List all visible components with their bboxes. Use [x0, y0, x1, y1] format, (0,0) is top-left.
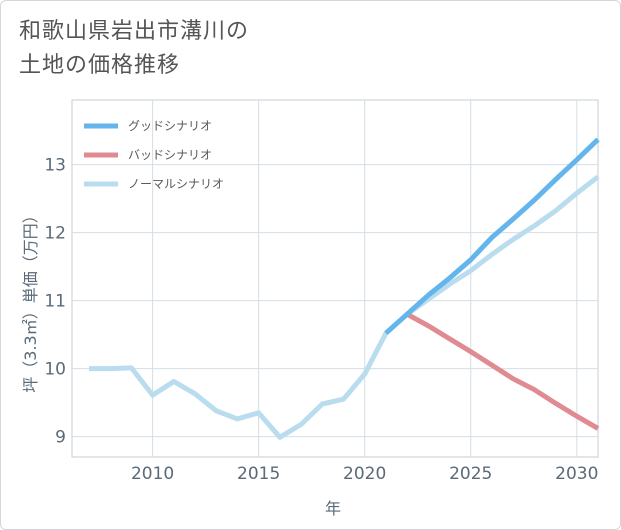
chart-title-line-2: 土地の価格推移 [19, 53, 181, 78]
x-tick-label: 2025 [449, 464, 492, 484]
plot-area [71, 99, 599, 458]
y-tick-label: 13 [44, 156, 66, 176]
series-line-2 [89, 174, 600, 440]
y-tick-label: 12 [44, 224, 66, 244]
legend-label: ノーマルシナリオ [128, 177, 224, 191]
x-tick-label: 2020 [343, 464, 386, 484]
series-line-1 [405, 312, 600, 431]
y-axis-label: 坪（3.3㎡）単価（万円） [21, 207, 40, 392]
x-tick-label: 2030 [555, 464, 598, 484]
x-tick-labels: 2010 2015 2020 2025 2030 [131, 464, 598, 484]
x-tick-label: 2010 [131, 464, 174, 484]
legend-label: バッドシナリオ [128, 148, 212, 162]
series-line-0 [384, 137, 600, 336]
y-tick-label: 10 [44, 360, 66, 380]
y-tick-label: 9 [55, 428, 66, 448]
chart-title: 和歌山県岩出市溝川の 土地の価格推移 [19, 15, 249, 83]
x-tick-label: 2015 [237, 464, 280, 484]
legend-label: グッドシナリオ [128, 119, 212, 133]
x-axis-label: 年 [325, 499, 341, 518]
y-tick-label: 11 [44, 292, 66, 312]
chart-title-line-1: 和歌山県岩出市溝川の [19, 19, 250, 44]
series-layer [89, 137, 600, 440]
grid-lines [72, 100, 598, 457]
y-tick-labels: 9 10 11 12 13 [44, 156, 66, 448]
